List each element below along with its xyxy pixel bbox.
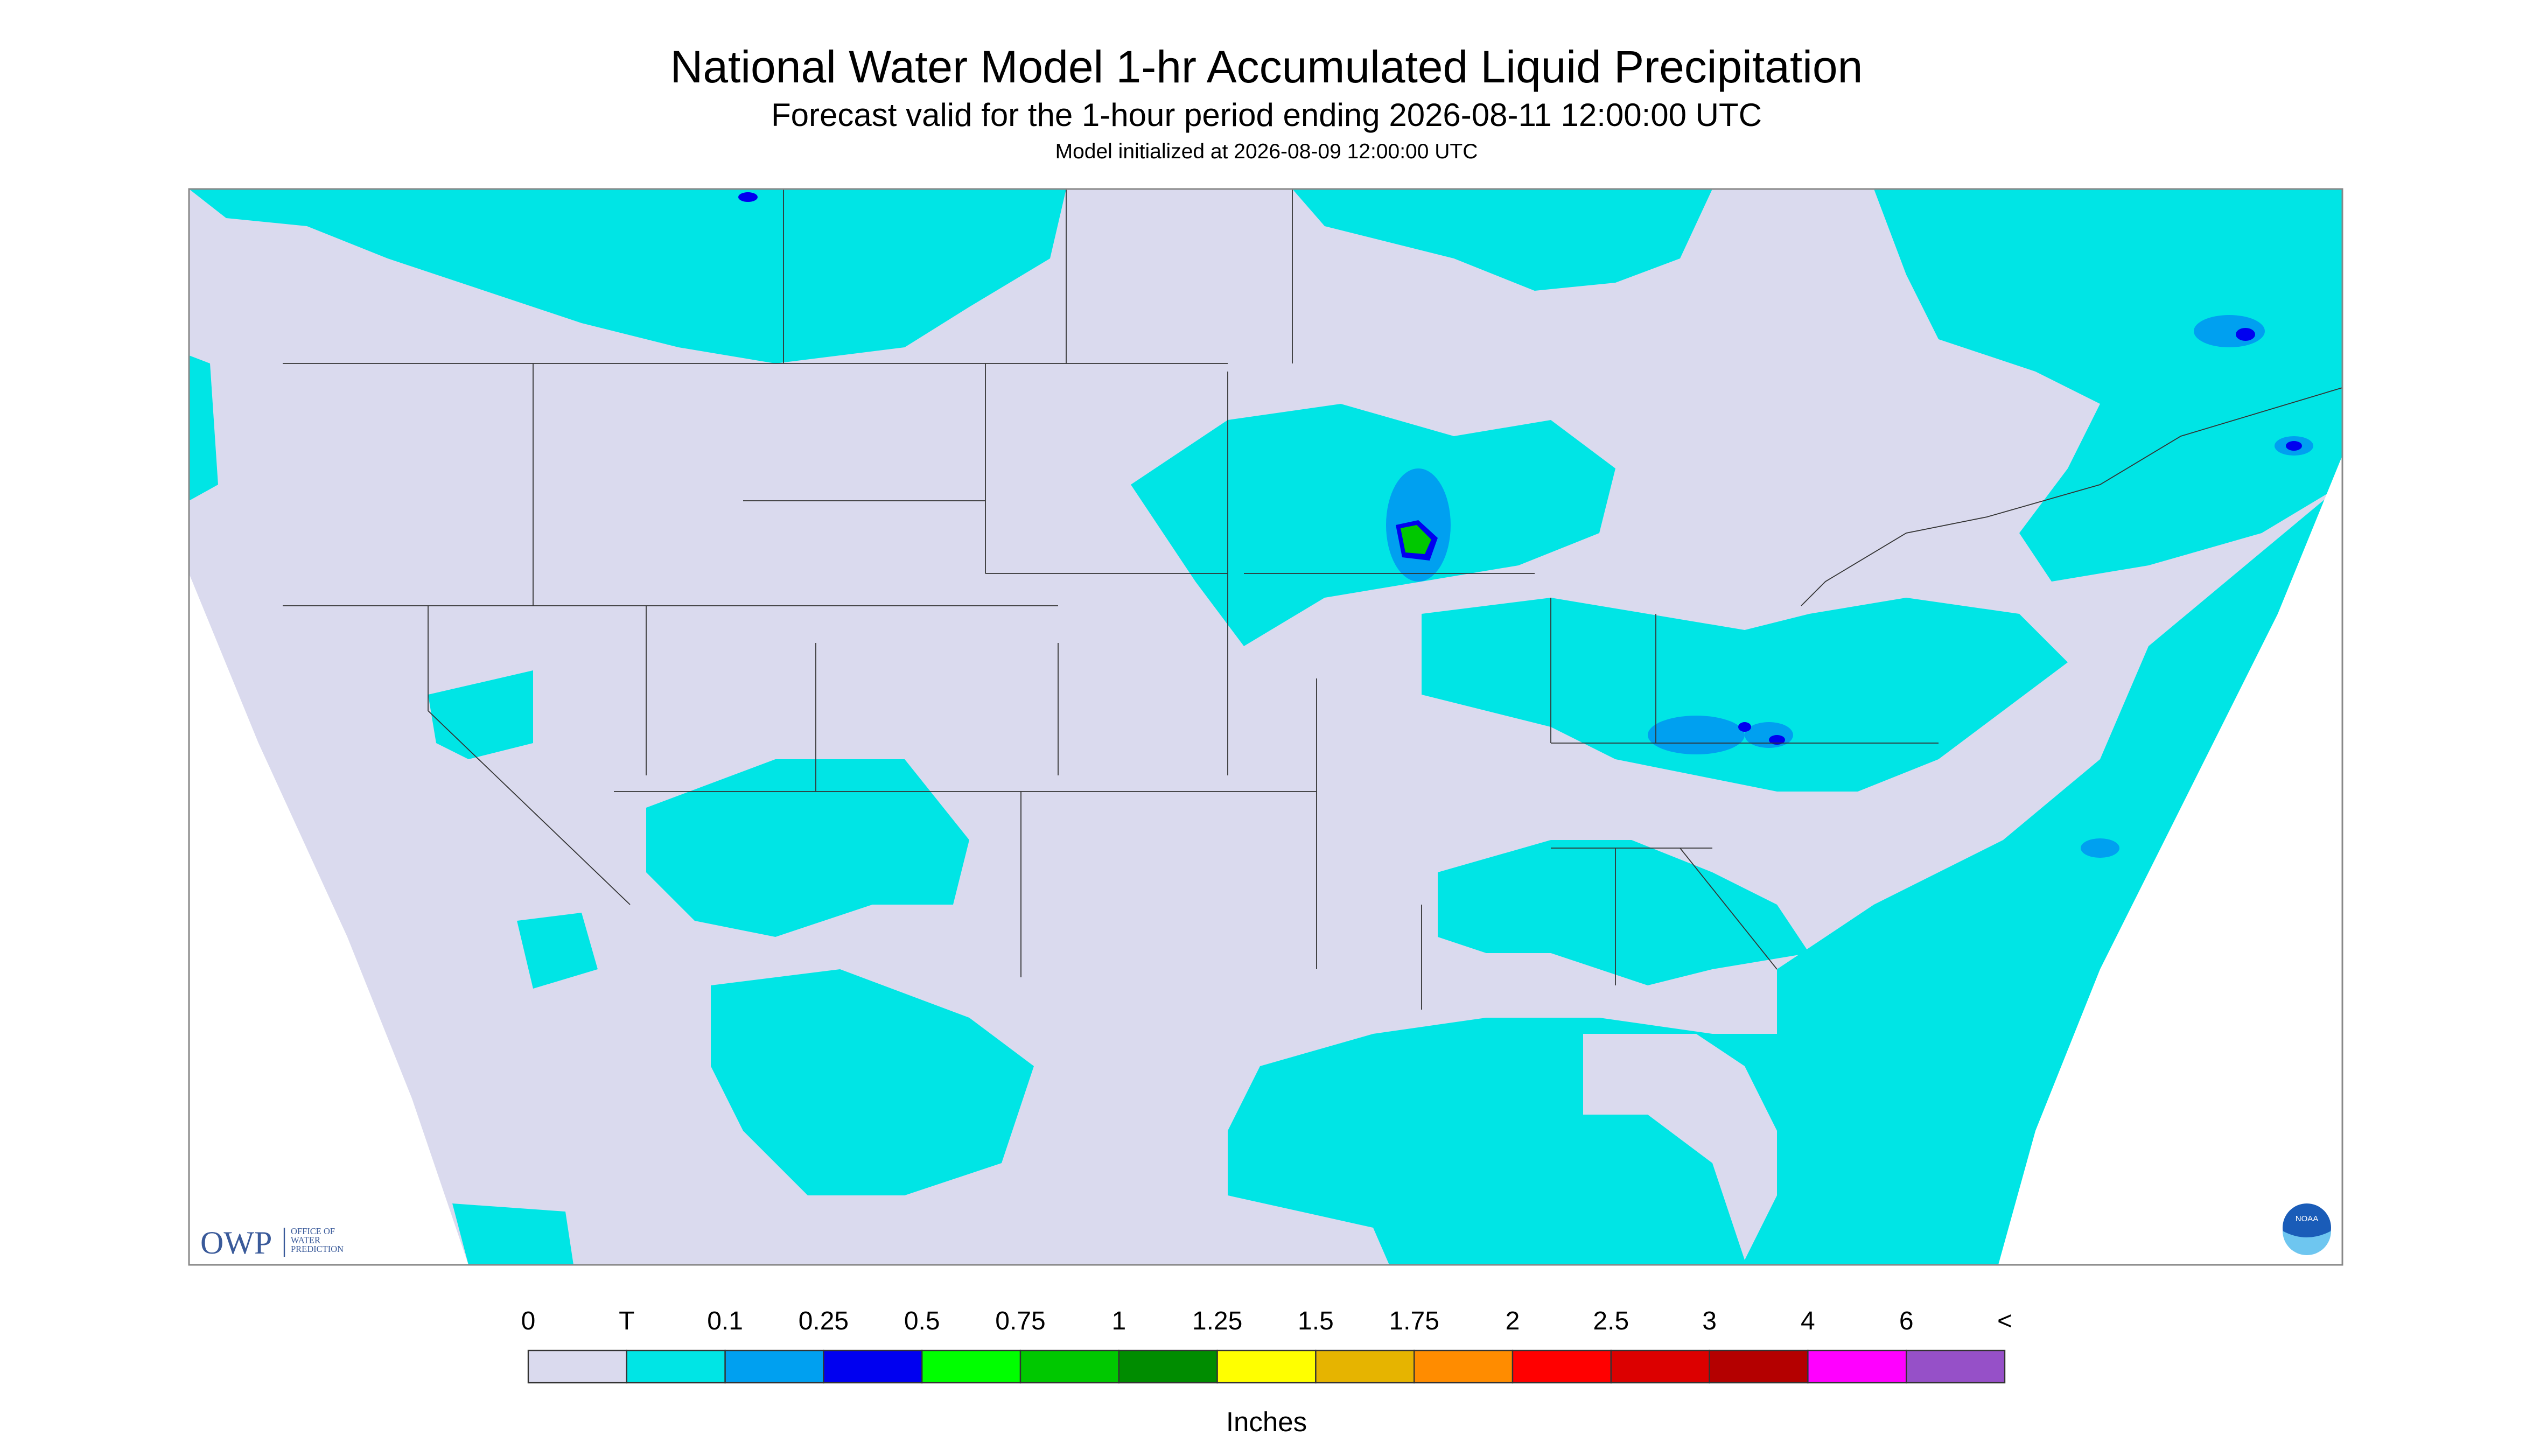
legend-label: 1 xyxy=(1111,1307,1126,1335)
legend-units: Inches xyxy=(1226,1406,1307,1437)
owp-logo: OWP xyxy=(200,1225,272,1261)
legend-swatch xyxy=(1315,1349,1415,1384)
noaa-logo-text: NOAA xyxy=(2296,1214,2319,1223)
legend-label: 2 xyxy=(1506,1307,1520,1335)
precip-heavy xyxy=(738,192,2313,858)
legend-label: < xyxy=(1997,1307,2012,1335)
legend: 0 T 0.1 0.25 0.5 0.75 1 1.25 1.5 1.75 2 2.5 3 4 6 < xyxy=(521,1307,2012,1384)
legend-label: 1.25 xyxy=(1192,1307,1242,1335)
legend-label: T xyxy=(619,1307,634,1335)
out-of-domain xyxy=(189,573,468,1265)
owp-logo-line: OFFICE OF xyxy=(291,1226,335,1236)
legend-swatch xyxy=(1905,1349,2006,1384)
legend-swatch xyxy=(1414,1349,1514,1384)
legend-label: 0.5 xyxy=(904,1307,940,1335)
legend-label: 0.75 xyxy=(995,1307,1045,1335)
out-of-domain xyxy=(1998,456,2342,1265)
legend-swatch xyxy=(1118,1349,1218,1384)
legend-swatch xyxy=(1512,1349,1612,1384)
owp-logo-line: WATER xyxy=(291,1235,320,1245)
noaa-logo-wave xyxy=(2283,1231,2331,1256)
legend-swatch xyxy=(527,1349,628,1384)
legend-swatch xyxy=(626,1349,726,1384)
legend-swatch xyxy=(724,1349,824,1384)
legend-label: 1.5 xyxy=(1298,1307,1334,1335)
legend-label: 0.25 xyxy=(799,1307,849,1335)
legend-swatch xyxy=(1019,1349,1120,1384)
owp-logo-line: PREDICTION xyxy=(291,1244,344,1254)
legend-swatch xyxy=(823,1349,923,1384)
map-frame xyxy=(188,188,2343,1266)
legend-label: 1.75 xyxy=(1389,1307,1439,1335)
legend-swatch xyxy=(921,1349,1021,1384)
init-time: Model initialized at 2026-08-09 12:00:00… xyxy=(1055,140,1478,163)
legend-swatch xyxy=(1709,1349,1809,1384)
legend-swatch xyxy=(1216,1349,1317,1384)
legend-label: 0.1 xyxy=(707,1307,743,1335)
legend-swatch xyxy=(1610,1349,1710,1384)
title: National Water Model 1-hr Accumulated Li… xyxy=(670,41,1863,92)
legend-swatch xyxy=(1807,1349,1907,1384)
legend-label: 3 xyxy=(1702,1307,1717,1335)
legend-label: 6 xyxy=(1899,1307,1914,1335)
legend-label: 4 xyxy=(1801,1307,1815,1335)
subtitle: Forecast valid for the 1-hour period end… xyxy=(771,97,1762,133)
legend-label: 2.5 xyxy=(1593,1307,1629,1335)
state-borders xyxy=(283,189,2343,1010)
legend-label: 0 xyxy=(521,1307,536,1335)
